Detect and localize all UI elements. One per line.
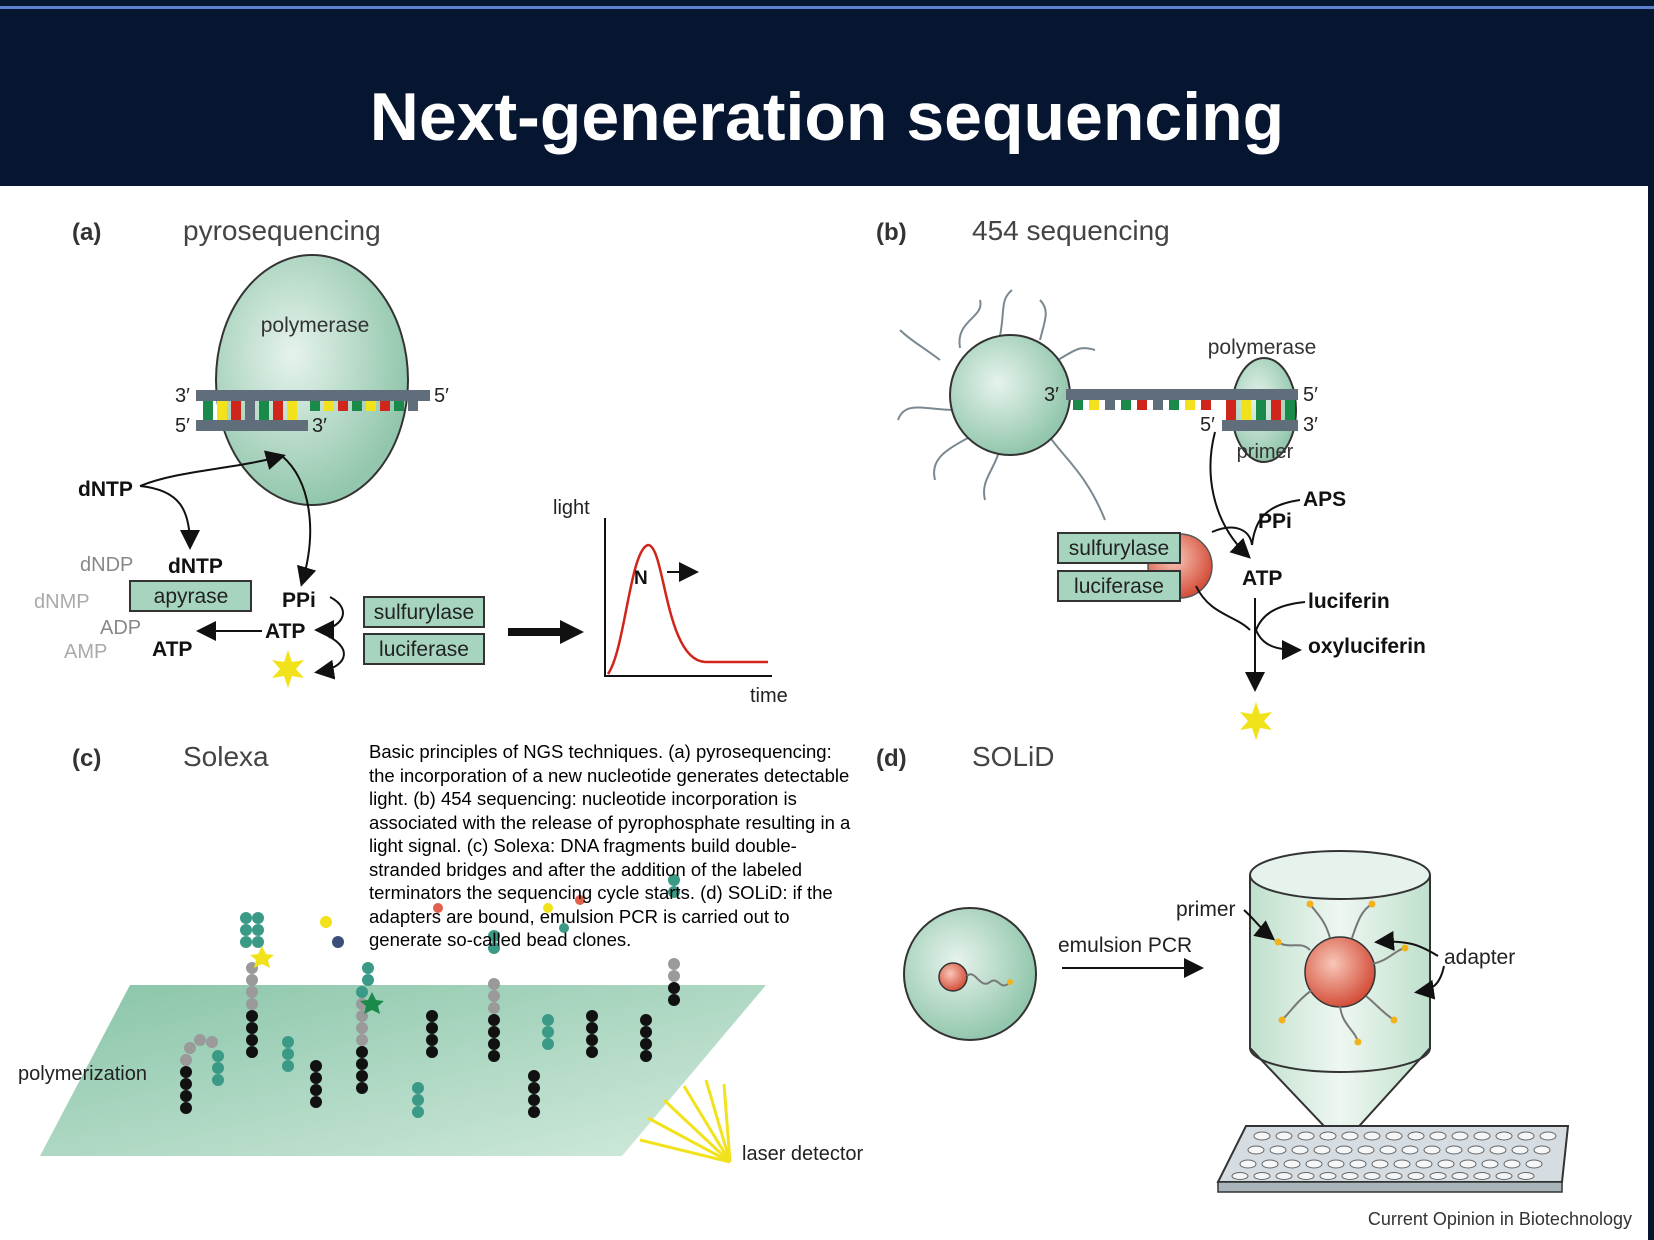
amp-label: AMP <box>64 641 107 663</box>
b-primer-strand <box>1222 420 1298 431</box>
b-atp-label: ATP <box>1242 567 1282 590</box>
clone-adapters <box>1274 900 1409 1046</box>
label-3prime-bottom: 3′ <box>312 415 327 437</box>
b-sulfurylase-box <box>1057 532 1181 564</box>
b-ppi-arrow <box>1209 431 1251 559</box>
ppi-release-arrow <box>281 455 317 587</box>
base-pairs <box>203 401 418 420</box>
atp-to-light-arrow <box>314 635 345 680</box>
luciferin-label: luciferin <box>1308 590 1390 613</box>
panel-b: (b) 454 sequencing polymerase 3′ <box>876 215 1426 740</box>
d-primer-arrow <box>1243 909 1276 941</box>
ppi-to-atp-arrow <box>314 596 344 640</box>
b-label-5prime: 5′ <box>1303 384 1318 406</box>
b-label-3prime: 3′ <box>1044 384 1059 406</box>
clone-bead <box>1304 936 1376 1008</box>
oxyluciferin-label: oxyluciferin <box>1308 635 1426 658</box>
luciferin-line <box>1255 601 1306 631</box>
panel-d-title: SOLiD <box>972 741 1054 772</box>
flow-cell-surface <box>40 985 766 1156</box>
b-luciferase-box <box>1057 570 1181 602</box>
peak-n-label: N <box>634 568 648 589</box>
cylinder-bottom <box>1249 1047 1431 1073</box>
cylinder-top <box>1249 850 1431 900</box>
sulfurylase-box <box>363 596 485 628</box>
panel-edge <box>1648 186 1654 1240</box>
luciferase-box <box>363 633 485 665</box>
d-primer-label: primer <box>1176 898 1236 921</box>
panel-d-tag: (d) <box>876 745 907 772</box>
slide-title: Next-generation sequencing <box>369 79 1285 155</box>
luciferase-label: luciferase <box>379 638 469 661</box>
dntp-label-2: dNTP <box>168 555 223 578</box>
b-luciferase-label: luciferase <box>1074 575 1164 598</box>
panel-c-title: Solexa <box>183 741 269 772</box>
ngs-figure: (a) pyrosequencing polymerase 3′ 5′ 5′ 3… <box>18 215 1570 1193</box>
header-accent-line <box>0 6 1654 9</box>
b-sulfurylase-label: sulfurylase <box>1069 537 1169 560</box>
laser-detector-label: laser detector <box>742 1143 864 1165</box>
adp-label: ADP <box>100 617 141 639</box>
polymerase-label: polymerase <box>261 314 370 337</box>
adapter-arrow-1 <box>1374 930 1439 957</box>
droplet-adapter <box>1007 979 1013 985</box>
dndp-label: dNDP <box>80 554 133 576</box>
oxyluciferin-arrow <box>1255 629 1302 660</box>
adapter-label: adapter <box>1444 946 1515 969</box>
b-label-3prime-primer: 3′ <box>1303 414 1318 436</box>
b-template-strand <box>1066 389 1298 400</box>
time-axis-label: time <box>750 685 788 707</box>
panel-b-title: 454 sequencing <box>972 215 1170 246</box>
panel-d: (d) SOLiD emulsion PCR primer adapter <box>876 741 1570 1193</box>
panel-c: (c) Solexa polymerization <box>18 741 864 1165</box>
laser-beams-icon <box>639 1079 732 1164</box>
dnmp-label: dNMP <box>34 591 90 613</box>
polymerase-ellipse <box>215 254 409 506</box>
label-5prime-bottom: 5′ <box>175 415 190 437</box>
figure-caption: Basic principles of NGS techniques. (a) … <box>369 741 851 950</box>
b-label-5prime-primer: 5′ <box>1200 414 1215 436</box>
emulsion-pcr-label: emulsion PCR <box>1058 934 1192 957</box>
adapter-arrow-2 <box>1414 965 1445 1000</box>
panel-a-tag: (a) <box>72 219 101 246</box>
big-arrow-head-icon <box>560 620 584 644</box>
atp-label-left: ATP <box>152 638 192 661</box>
droplet-bead <box>938 962 968 992</box>
dntp-label: dNTP <box>78 478 133 501</box>
well-plate <box>1216 1125 1570 1193</box>
panel-a-title: pyrosequencing <box>183 215 381 246</box>
apyrase-box <box>129 580 252 612</box>
b-base-pairs <box>1073 400 1295 420</box>
droplet-fragment <box>966 973 1009 987</box>
polymerase-b-label: polymerase <box>1208 336 1317 359</box>
label-5prime-top: 5′ <box>434 385 449 407</box>
source-credit: Current Opinion in Biotechnology <box>1367 1209 1632 1229</box>
sulfurylase-link <box>1211 526 1253 546</box>
panel-c-tag: (c) <box>72 745 101 772</box>
panel-a: (a) pyrosequencing polymerase 3′ 5′ 5′ 3… <box>34 215 788 707</box>
luciferase-link <box>1195 585 1251 631</box>
primer-label: primer <box>1237 441 1294 463</box>
primer-strand <box>196 420 308 431</box>
b-ppi-label: PPi <box>1258 510 1292 533</box>
apyrase-label: apyrase <box>154 585 229 608</box>
light-signal-curve <box>606 543 768 675</box>
dntp-arrow <box>139 450 286 487</box>
atp-label: ATP <box>265 620 305 643</box>
light-plot-axes <box>604 518 772 677</box>
aps-line <box>1251 499 1301 546</box>
panel-b-tag: (b) <box>876 219 907 246</box>
cluster-strands <box>180 874 680 1118</box>
light-axis-label: light <box>553 497 590 519</box>
b-light-burst-icon <box>1240 702 1272 740</box>
aps-label: APS <box>1303 488 1346 511</box>
sulfurylase-label: sulfurylase <box>374 601 474 624</box>
polymerization-label: polymerization <box>18 1063 147 1085</box>
template-strand <box>196 390 430 401</box>
dntp-to-apyrase-arrow <box>139 485 200 550</box>
label-3prime-top: 3′ <box>175 385 190 407</box>
light-burst-icon <box>272 650 304 688</box>
ppi-label: PPi <box>282 589 316 612</box>
